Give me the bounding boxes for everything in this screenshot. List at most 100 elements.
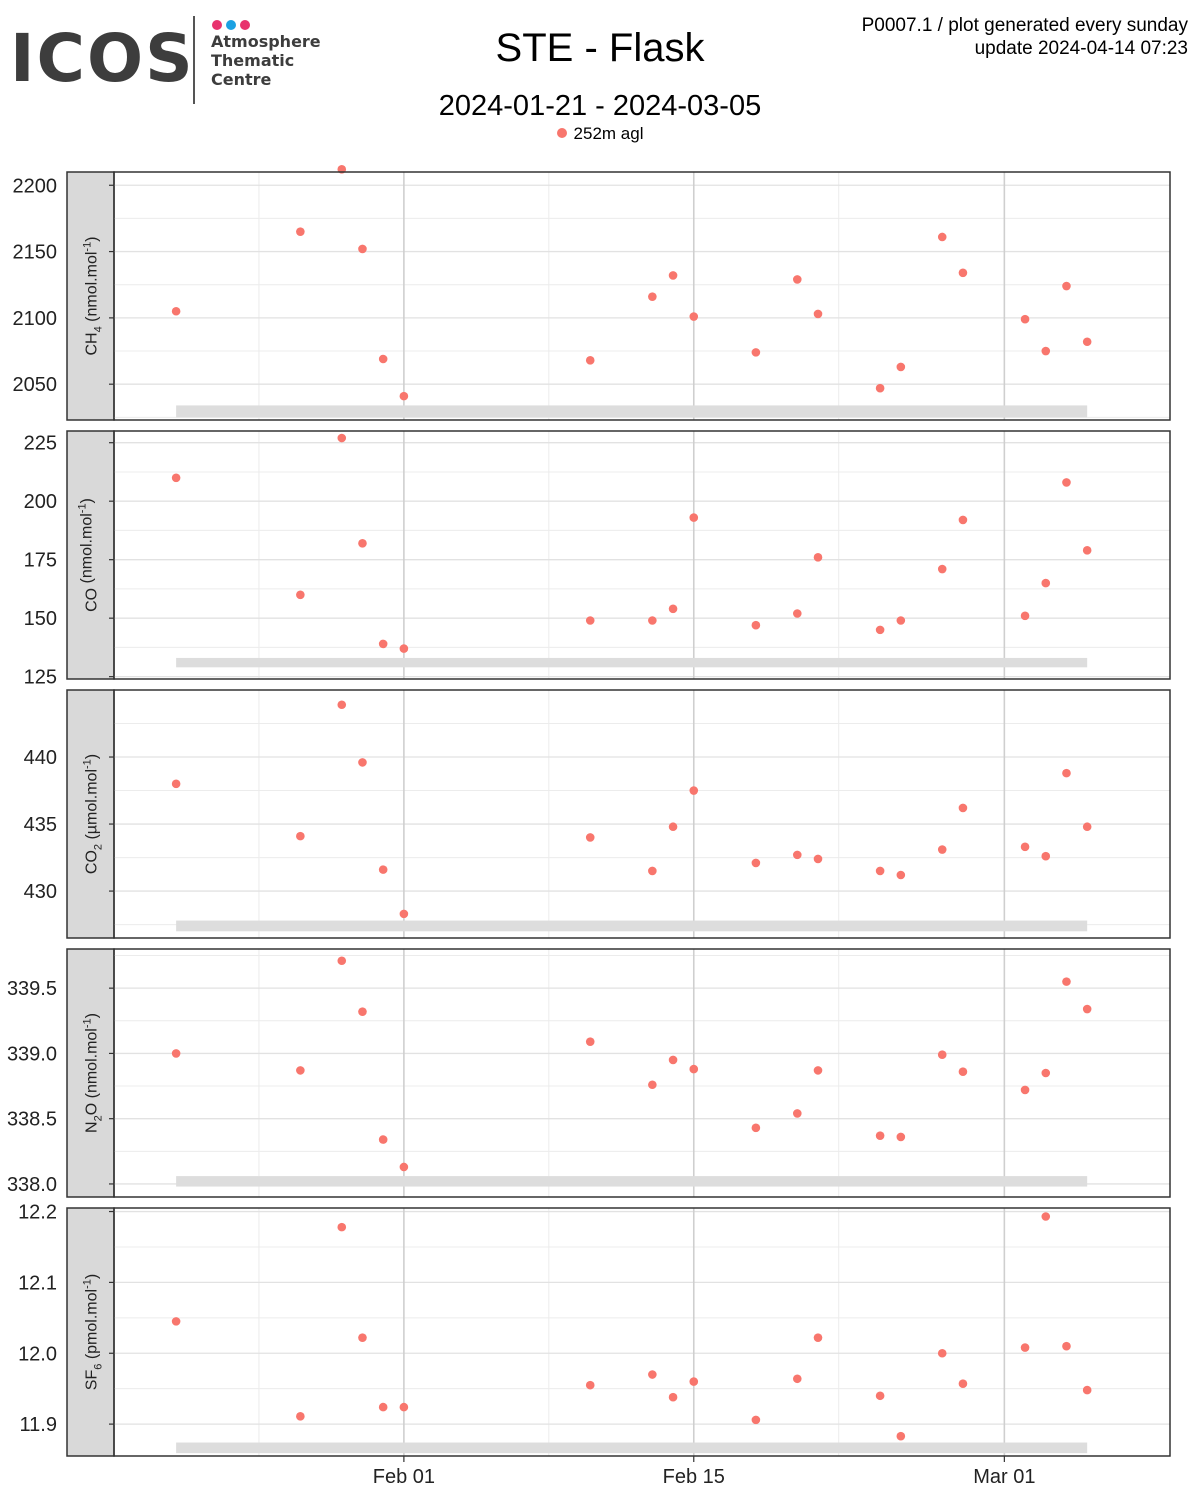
panel-strip-label: CO2 (µmol.mol-1) [82,754,105,874]
data-point [813,1066,823,1075]
data-point [171,1049,181,1058]
strip-label-part: -1 [82,1018,94,1028]
strip-label-part: CO [84,850,101,874]
data-point [585,616,595,625]
x-tick-label: Feb 01 [373,1466,435,1488]
data-point [648,1370,657,1379]
y-tick-label: 12.1 [18,1272,57,1294]
strip-label-part: (nmol.mol [84,252,101,327]
legend: 252m agl [0,124,1200,144]
data-point [896,362,906,372]
y-tick-label: 435 [24,814,57,836]
data-point [937,845,947,854]
panel-strip [66,430,115,680]
data-point [337,433,347,443]
strip-label-part: ) [84,1274,101,1279]
data-point [896,1132,906,1142]
logo-dot-1 [212,20,222,30]
data-point [1062,478,1071,487]
panel-strip [66,171,115,421]
data-point [358,244,367,254]
data-point [1062,768,1071,778]
data-point [751,620,761,630]
data-point [171,473,181,483]
panel-frame [113,948,1171,1198]
logo-sub-line-3: Centre [211,70,272,89]
logo-sub-line-1: Atmosphere [211,32,321,51]
panel-3: CO2 (µmol.mol-1) 430 435 440 [24,689,1171,939]
data-point [296,1066,305,1075]
y-tick-label: 175 [24,550,57,572]
y-tick-label: 338.0 [7,1174,57,1196]
data-point [668,822,678,832]
data-point [689,513,699,522]
data-point [399,644,409,653]
data-point [668,1055,678,1065]
data-point [1062,1341,1071,1351]
plot-info-line-2: update 2024-04-14 07:23 [974,38,1188,59]
legend-label: 252m agl [573,124,644,143]
y-tick-label: 339.0 [7,1043,57,1065]
data-point [378,1402,388,1412]
chart-date-range: 2024-01-21 - 2024-03-05 [438,90,762,122]
data-point [648,866,657,876]
data-point [1082,337,1092,347]
data-point [751,348,761,357]
data-point [1020,1343,1030,1352]
icos-logo: ICOS Atmosphere Thematic Centre [10,14,330,106]
data-point [1082,822,1092,832]
panel-5: SF6 (pmol.mol-1) 11.9 12.0 12.1 12.2 [18,1202,1171,1457]
logo-dot-2 [226,20,236,30]
y-tick-label: 11.9 [20,1414,57,1436]
reference-band [176,657,1088,668]
data-point [378,639,388,649]
strip-label-part: SF [84,1370,101,1391]
chart-title: STE - Flask [495,26,705,70]
panel-frame [113,430,1171,680]
data-point [958,803,968,813]
data-point [668,1392,678,1402]
data-point [689,312,699,321]
panel-strip [66,948,115,1198]
strip-label-part: ) [84,1013,101,1018]
data-point [1062,977,1071,986]
panel-strip [66,1207,115,1457]
data-point [585,833,595,842]
x-tick-label: Mar 01 [973,1466,1035,1488]
data-point [1082,1385,1092,1395]
y-tick-label: 338.5 [7,1109,57,1131]
strip-label-part: -1 [82,759,94,769]
data-point [875,1131,885,1140]
data-point [1062,281,1071,291]
y-tick-label: 2100 [13,308,58,330]
strip-label-part: -1 [77,503,89,513]
logo-subtitle: Atmosphere Thematic Centre [211,32,321,89]
panel-1: CH4 (nmol.mol-1) 2050 2100 2150 2200 [13,165,1171,421]
data-point [813,309,823,319]
strip-label-part: ) [84,754,101,759]
y-tick-label: 2150 [13,242,58,264]
data-point [813,553,823,562]
logo-dot-3 [240,20,250,30]
data-point [896,870,906,880]
data-point [337,1222,347,1232]
data-point [1020,611,1030,621]
y-tick-label: 125 [24,667,57,689]
data-point [813,854,823,864]
data-point [937,564,947,574]
panel-strip-label: CO (nmol.mol-1) [77,498,101,612]
data-point [875,1391,885,1401]
panel-strip-label: N2O (nmol.mol-1) [82,1013,105,1133]
y-tick-label: 440 [24,747,57,769]
data-point [792,1109,802,1118]
data-point [668,271,678,280]
data-point [378,1135,388,1144]
data-point [399,1162,409,1172]
data-point [875,383,885,393]
strip-label-part: -1 [82,1279,94,1289]
data-point [337,956,347,966]
data-point [585,1380,595,1390]
data-point [585,356,595,365]
panel-frame [113,171,1171,421]
data-point [585,1037,595,1046]
